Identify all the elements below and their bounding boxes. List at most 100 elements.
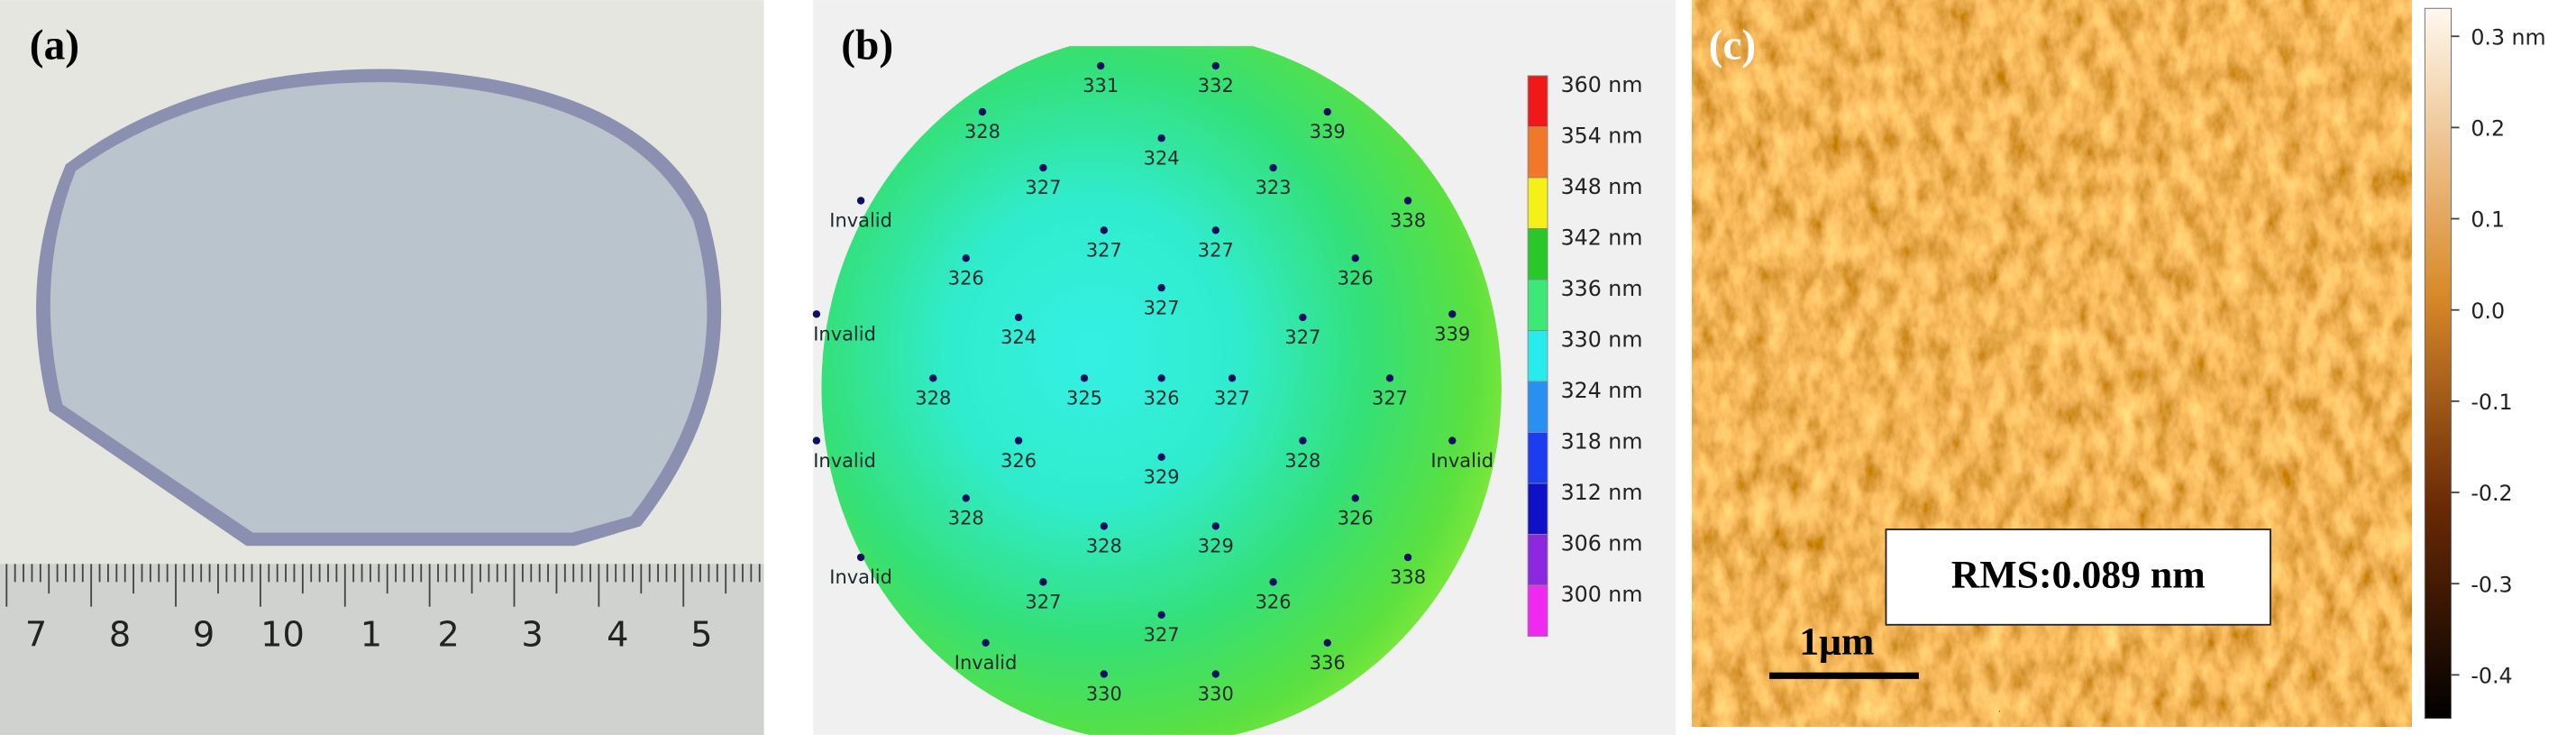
- measurement-point: [1157, 611, 1165, 620]
- measurement-point: [1157, 134, 1165, 142]
- colorbar-label: 354 nm: [1561, 124, 1643, 149]
- colorbar-label: -0.3: [2471, 572, 2512, 597]
- colorbar-segment: [1527, 534, 1548, 586]
- measurement-label: 331: [1082, 75, 1119, 96]
- colorbar-label: 0.1: [2471, 207, 2505, 233]
- colorbar: [2424, 7, 2452, 720]
- measurement-label: 328: [964, 121, 1000, 142]
- colorbar-segment: [1527, 177, 1548, 229]
- colorbar-segment: [1527, 584, 1548, 637]
- measurement-label: Invalid: [813, 450, 876, 472]
- colorbar-segment: [1527, 228, 1548, 280]
- panel-label: (a): [30, 23, 79, 69]
- measurement-label: 327: [1025, 177, 1061, 198]
- measurement-label: Invalid: [813, 323, 876, 345]
- measurement-label: 324: [1000, 326, 1037, 348]
- ruler-label: 3: [521, 614, 543, 655]
- measurement-label: 339: [1310, 121, 1346, 142]
- measurement-point: [1014, 313, 1023, 322]
- measurement-label: 328: [1086, 536, 1122, 557]
- measurement-point: [1211, 522, 1219, 530]
- measurement-point: [1157, 283, 1165, 292]
- ruler-ticks: [5, 564, 761, 607]
- measurement-label: 339: [1434, 323, 1470, 345]
- measurement-label: 328: [915, 388, 951, 409]
- measurement-point: [1448, 310, 1457, 318]
- colorbar-label: 306 nm: [1561, 531, 1643, 556]
- colorbar-label: 324 nm: [1561, 378, 1643, 403]
- measurement-point: [1211, 226, 1219, 234]
- measurement-label: 324: [1144, 147, 1180, 169]
- measurement-label: 329: [1144, 466, 1180, 488]
- measurement-point: [978, 107, 987, 116]
- colorbar-segment: [1527, 381, 1548, 433]
- measurement-label: 329: [1198, 536, 1234, 557]
- measurement-point: [929, 374, 937, 382]
- measurement-point: [1323, 107, 1331, 116]
- measurement-label: Invalid: [1430, 450, 1494, 472]
- measurement-point: [1403, 197, 1412, 205]
- panel-a: (a): [0, 0, 764, 735]
- measurement-point: [1097, 61, 1105, 70]
- measurement-label: 326: [1000, 450, 1037, 472]
- measurement-point: [1080, 374, 1089, 382]
- measurement-label: 328: [1284, 450, 1320, 472]
- measurement-label: 327: [1144, 624, 1180, 646]
- measurement-label: 326: [1338, 508, 1374, 529]
- annotation: RMS:0.089 nm: [1951, 554, 2206, 597]
- measurement-label: 327: [1284, 326, 1320, 348]
- measurement-label: 326: [948, 267, 984, 289]
- measurement-point: [1211, 61, 1219, 70]
- wafer: [50, 82, 708, 533]
- ruler-label: 1: [361, 614, 382, 655]
- ruler: [0, 564, 764, 735]
- annotation-box: [1885, 528, 2271, 626]
- measurement-label: 338: [1390, 566, 1426, 588]
- colorbar-label: -0.2: [2471, 481, 2512, 506]
- measurement-label: 326: [1338, 267, 1374, 289]
- measurement-point: [962, 494, 970, 502]
- measurement-point: [1100, 226, 1109, 234]
- measurement-point: [1351, 494, 1359, 502]
- measurement-label: Invalid: [829, 210, 892, 232]
- measurement-point: [1157, 374, 1165, 382]
- measurement-point: [1323, 639, 1331, 647]
- panel-c: RMS:0.089 nm 1μm (c): [1692, 0, 2452, 727]
- ruler-label: 5: [690, 614, 712, 655]
- measurement-label: Invalid: [955, 652, 1018, 674]
- colorbar-label: 318 nm: [1561, 429, 1643, 455]
- colorbar-label: 360 nm: [1561, 72, 1643, 97]
- panel-label: (c): [1709, 23, 1757, 69]
- measurement-label: 330: [1198, 684, 1234, 705]
- colorbar-segment: [1527, 482, 1548, 535]
- measurement-label: Invalid: [829, 566, 892, 588]
- panel-label: (b): [841, 23, 893, 69]
- colorbar-label: 0.3 nm: [2471, 24, 2545, 50]
- measurement-label: 326: [1144, 388, 1180, 409]
- colorbar-label: 0.0: [2471, 299, 2505, 324]
- measurement-label: 328: [948, 508, 984, 529]
- colorbar-label: -0.4: [2471, 663, 2512, 688]
- colorbar-label: 0.2: [2471, 115, 2505, 141]
- measurement-label: 327: [1086, 239, 1122, 261]
- colorbar-label: 336 nm: [1561, 276, 1643, 301]
- measurement-point: [1100, 670, 1109, 678]
- colorbar-label: 312 nm: [1561, 480, 1643, 505]
- colorbar-segment: [1527, 279, 1548, 331]
- measurement-point: [812, 310, 821, 318]
- colorbar-segment: [1527, 126, 1548, 179]
- measurement-label: 330: [1086, 684, 1122, 705]
- colorbar-segment: [1527, 330, 1548, 382]
- ruler-label: 7: [25, 614, 47, 655]
- measurement-label: 327: [1214, 388, 1250, 409]
- measurement-point: [1385, 374, 1394, 382]
- measurement-point: [1211, 670, 1219, 678]
- measurement-point: [962, 254, 970, 262]
- measurement-label: 338: [1390, 210, 1426, 232]
- measurement-label: 332: [1198, 75, 1234, 96]
- measurement-label: 327: [1198, 239, 1234, 261]
- measurement-point: [982, 639, 990, 647]
- measurement-point: [856, 553, 865, 562]
